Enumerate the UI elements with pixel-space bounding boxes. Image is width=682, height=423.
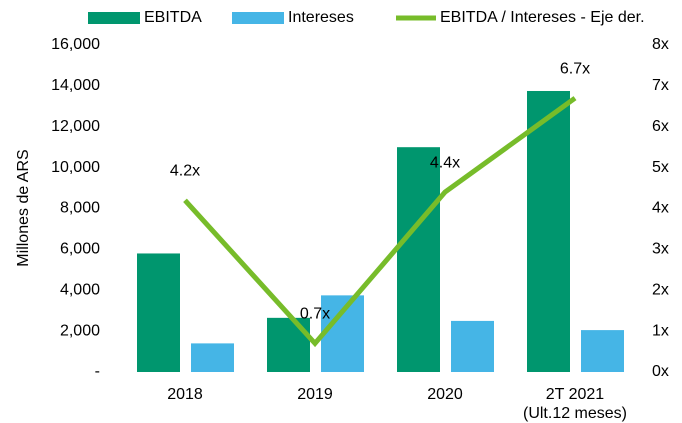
legend-label: EBITDA / Intereses - Eje der. — [440, 9, 645, 26]
y-tick-label: 8,000 — [60, 200, 100, 217]
legend-swatch — [88, 12, 140, 24]
x-tick-label: 2018 — [167, 386, 203, 403]
y2-tick-label: 5x — [652, 159, 669, 176]
x-tick-label: 2019 — [297, 386, 333, 403]
y2-tick-label: 8x — [652, 36, 669, 53]
data-label: 4.2x — [170, 163, 200, 180]
y-tick-label: - — [95, 363, 100, 380]
legend-swatch — [232, 12, 284, 24]
y2-tick-label: 4x — [652, 200, 669, 217]
legend-label: Intereses — [288, 9, 354, 26]
y2-tick-label: 2x — [652, 281, 669, 298]
x-tick-label: 2T 2021 (Ult.12 meses) — [522, 386, 628, 422]
bar — [137, 253, 180, 372]
y-axis-label: Millones de ARS — [15, 149, 32, 266]
line — [183, 96, 577, 348]
bar — [267, 317, 310, 372]
y2-tick-label: 7x — [652, 77, 669, 94]
y-tick-label: 12,000 — [51, 118, 100, 135]
bar — [397, 147, 440, 372]
y2-tick-label: 1x — [652, 322, 669, 339]
y-tick-label: 16,000 — [51, 36, 100, 53]
data-label: 4.4x — [430, 154, 460, 171]
y-tick-label: 14,000 — [51, 77, 100, 94]
y-tick-label: 10,000 — [51, 159, 100, 176]
bar — [451, 320, 494, 372]
y-tick-label: 4,000 — [60, 281, 100, 298]
legend-label: EBITDA — [144, 9, 202, 26]
data-label: 6.7x — [560, 60, 590, 77]
bar — [191, 343, 234, 372]
bar — [527, 90, 570, 372]
bar — [581, 330, 624, 372]
data-label: 0.7x — [300, 306, 330, 323]
x-tick-label: 2020 — [427, 386, 463, 403]
y2-tick-label: 6x — [652, 118, 669, 135]
y2-tick-label: 3x — [652, 241, 669, 258]
y-tick-label: 6,000 — [60, 241, 100, 258]
y2-tick-label: 0x — [652, 363, 669, 380]
y-tick-label: 2,000 — [60, 322, 100, 339]
